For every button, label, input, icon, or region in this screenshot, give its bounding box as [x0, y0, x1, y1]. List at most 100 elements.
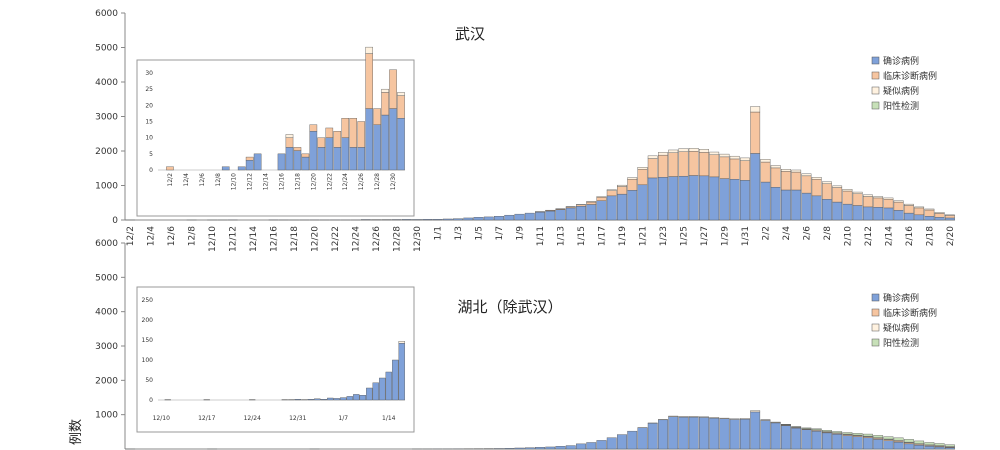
inset-bar-segment — [309, 130, 318, 171]
inset-x-tick-label: 1/7 — [338, 415, 348, 422]
bar-segment — [893, 437, 904, 441]
legend-label: 疑似病例 — [883, 85, 919, 97]
inset-bar-segment — [389, 108, 397, 171]
x-tick-label: 2/14 — [884, 226, 894, 246]
wuhan-panel: 0 1000 2000 3000 4000 5000 6000 12/2 12/4 12/6 12/… — [95, 9, 956, 252]
legend-label: 阳性检测 — [883, 100, 919, 112]
bar-segment — [729, 419, 740, 450]
bar-segment — [862, 196, 873, 208]
bar-segment — [842, 435, 853, 450]
inset-bar-segment — [397, 92, 405, 96]
bar-segment — [924, 442, 935, 446]
bar-segment — [934, 212, 945, 214]
bar-segment — [862, 194, 873, 197]
x-tick-label: 1/5 — [475, 226, 485, 240]
bar-segment — [422, 219, 433, 221]
bar-segment — [627, 177, 638, 180]
inset-x-tick-label: 12/10 — [153, 415, 170, 422]
x-tick-label: 1/31 — [741, 226, 751, 246]
bar-segment — [740, 418, 750, 420]
bar-segment — [412, 219, 422, 221]
bar-segment — [903, 212, 914, 221]
inset-bar-segment — [341, 118, 350, 138]
inset-bar-segment — [346, 396, 353, 401]
bar-segment — [842, 203, 853, 221]
legend-label: 疑似病例 — [883, 322, 919, 334]
bar-segment — [770, 167, 781, 188]
bar-segment — [822, 181, 832, 184]
inset-bar-segment — [285, 147, 294, 171]
bar-segment — [658, 177, 668, 221]
bar-segment — [791, 171, 802, 191]
inset-bar-segment — [253, 153, 262, 171]
x-tick-label: 12/16 — [270, 226, 280, 252]
inset-y-tick-label: 10 — [145, 135, 153, 142]
bar-segment — [883, 207, 894, 221]
inset-x-tick-label: 12/28 — [374, 173, 381, 190]
inset-bar-segment — [389, 69, 397, 109]
inset-frame — [136, 286, 415, 433]
bar-segment — [852, 433, 863, 436]
x-tick-label: 2/2 — [761, 226, 771, 240]
inset-x-tick-label: 12/18 — [294, 173, 301, 190]
bar-segment — [432, 219, 443, 221]
bar-segment — [832, 434, 843, 450]
inset-x-tick-label: 12/10 — [231, 173, 238, 190]
bar-segment — [617, 184, 627, 187]
bar-segment — [903, 443, 914, 450]
bar-segment — [791, 169, 802, 173]
y-tick-label: 6000 — [95, 239, 118, 249]
bar-segment — [699, 416, 709, 418]
bar-segment — [832, 185, 843, 188]
legend-label: 确诊病例 — [883, 292, 919, 304]
bar-segment — [719, 156, 730, 179]
x-tick-label: 2/12 — [864, 226, 874, 246]
inset-bar-segment — [357, 147, 365, 171]
inset-bar-segment — [221, 166, 230, 171]
bar-segment — [637, 169, 648, 186]
inset-bar-segment — [398, 341, 405, 344]
x-tick-label: 2/8 — [823, 226, 833, 241]
bar-segment — [914, 214, 925, 221]
inset-bar-segment — [320, 399, 327, 401]
x-tick-label: 12/20 — [311, 226, 321, 252]
bar-segment — [637, 427, 648, 450]
bar-segment — [504, 448, 515, 450]
inset-bar-segment — [349, 118, 357, 148]
bar-segment — [729, 158, 740, 180]
legend-swatch — [871, 71, 880, 80]
inset-bar-segment — [365, 53, 373, 109]
x-tick-label: 2/10 — [843, 226, 853, 246]
bar-segment — [729, 179, 740, 221]
bar-segment — [944, 217, 955, 221]
legend-swatch — [871, 101, 880, 110]
bar-segment — [699, 175, 709, 221]
bar-segment — [883, 440, 894, 450]
inset-x-tick-label: 12/6 — [199, 173, 206, 187]
bar-segment — [719, 417, 730, 419]
bar-segment — [770, 165, 781, 169]
x-tick-label: 1/19 — [618, 226, 628, 246]
inset-bar-segment — [317, 137, 326, 148]
bar-segment — [862, 437, 873, 450]
y-tick-label: 1000 — [95, 182, 118, 192]
bar-segment — [596, 200, 607, 221]
bar-segment — [914, 440, 925, 444]
bar-segment — [903, 203, 914, 206]
inset-y-tick-label: 30 — [145, 70, 153, 77]
inset-bar-segment — [277, 153, 286, 171]
bar-segment — [719, 153, 730, 158]
bar-segment — [811, 179, 822, 197]
bar-segment — [944, 215, 955, 219]
bar-segment — [801, 173, 812, 177]
bar-segment — [627, 190, 638, 221]
bar-segment — [647, 423, 658, 450]
inset-x-tick-label: 12/26 — [358, 173, 365, 190]
inset-bar-segment — [301, 156, 310, 171]
bar-segment — [781, 189, 791, 221]
bar-segment — [360, 219, 371, 221]
inset-y-tick-label: 0 — [149, 397, 153, 404]
inset-x-tick-label: 12/20 — [310, 173, 317, 190]
y-tick-label: 6000 — [95, 9, 118, 19]
bar-segment — [944, 214, 955, 216]
